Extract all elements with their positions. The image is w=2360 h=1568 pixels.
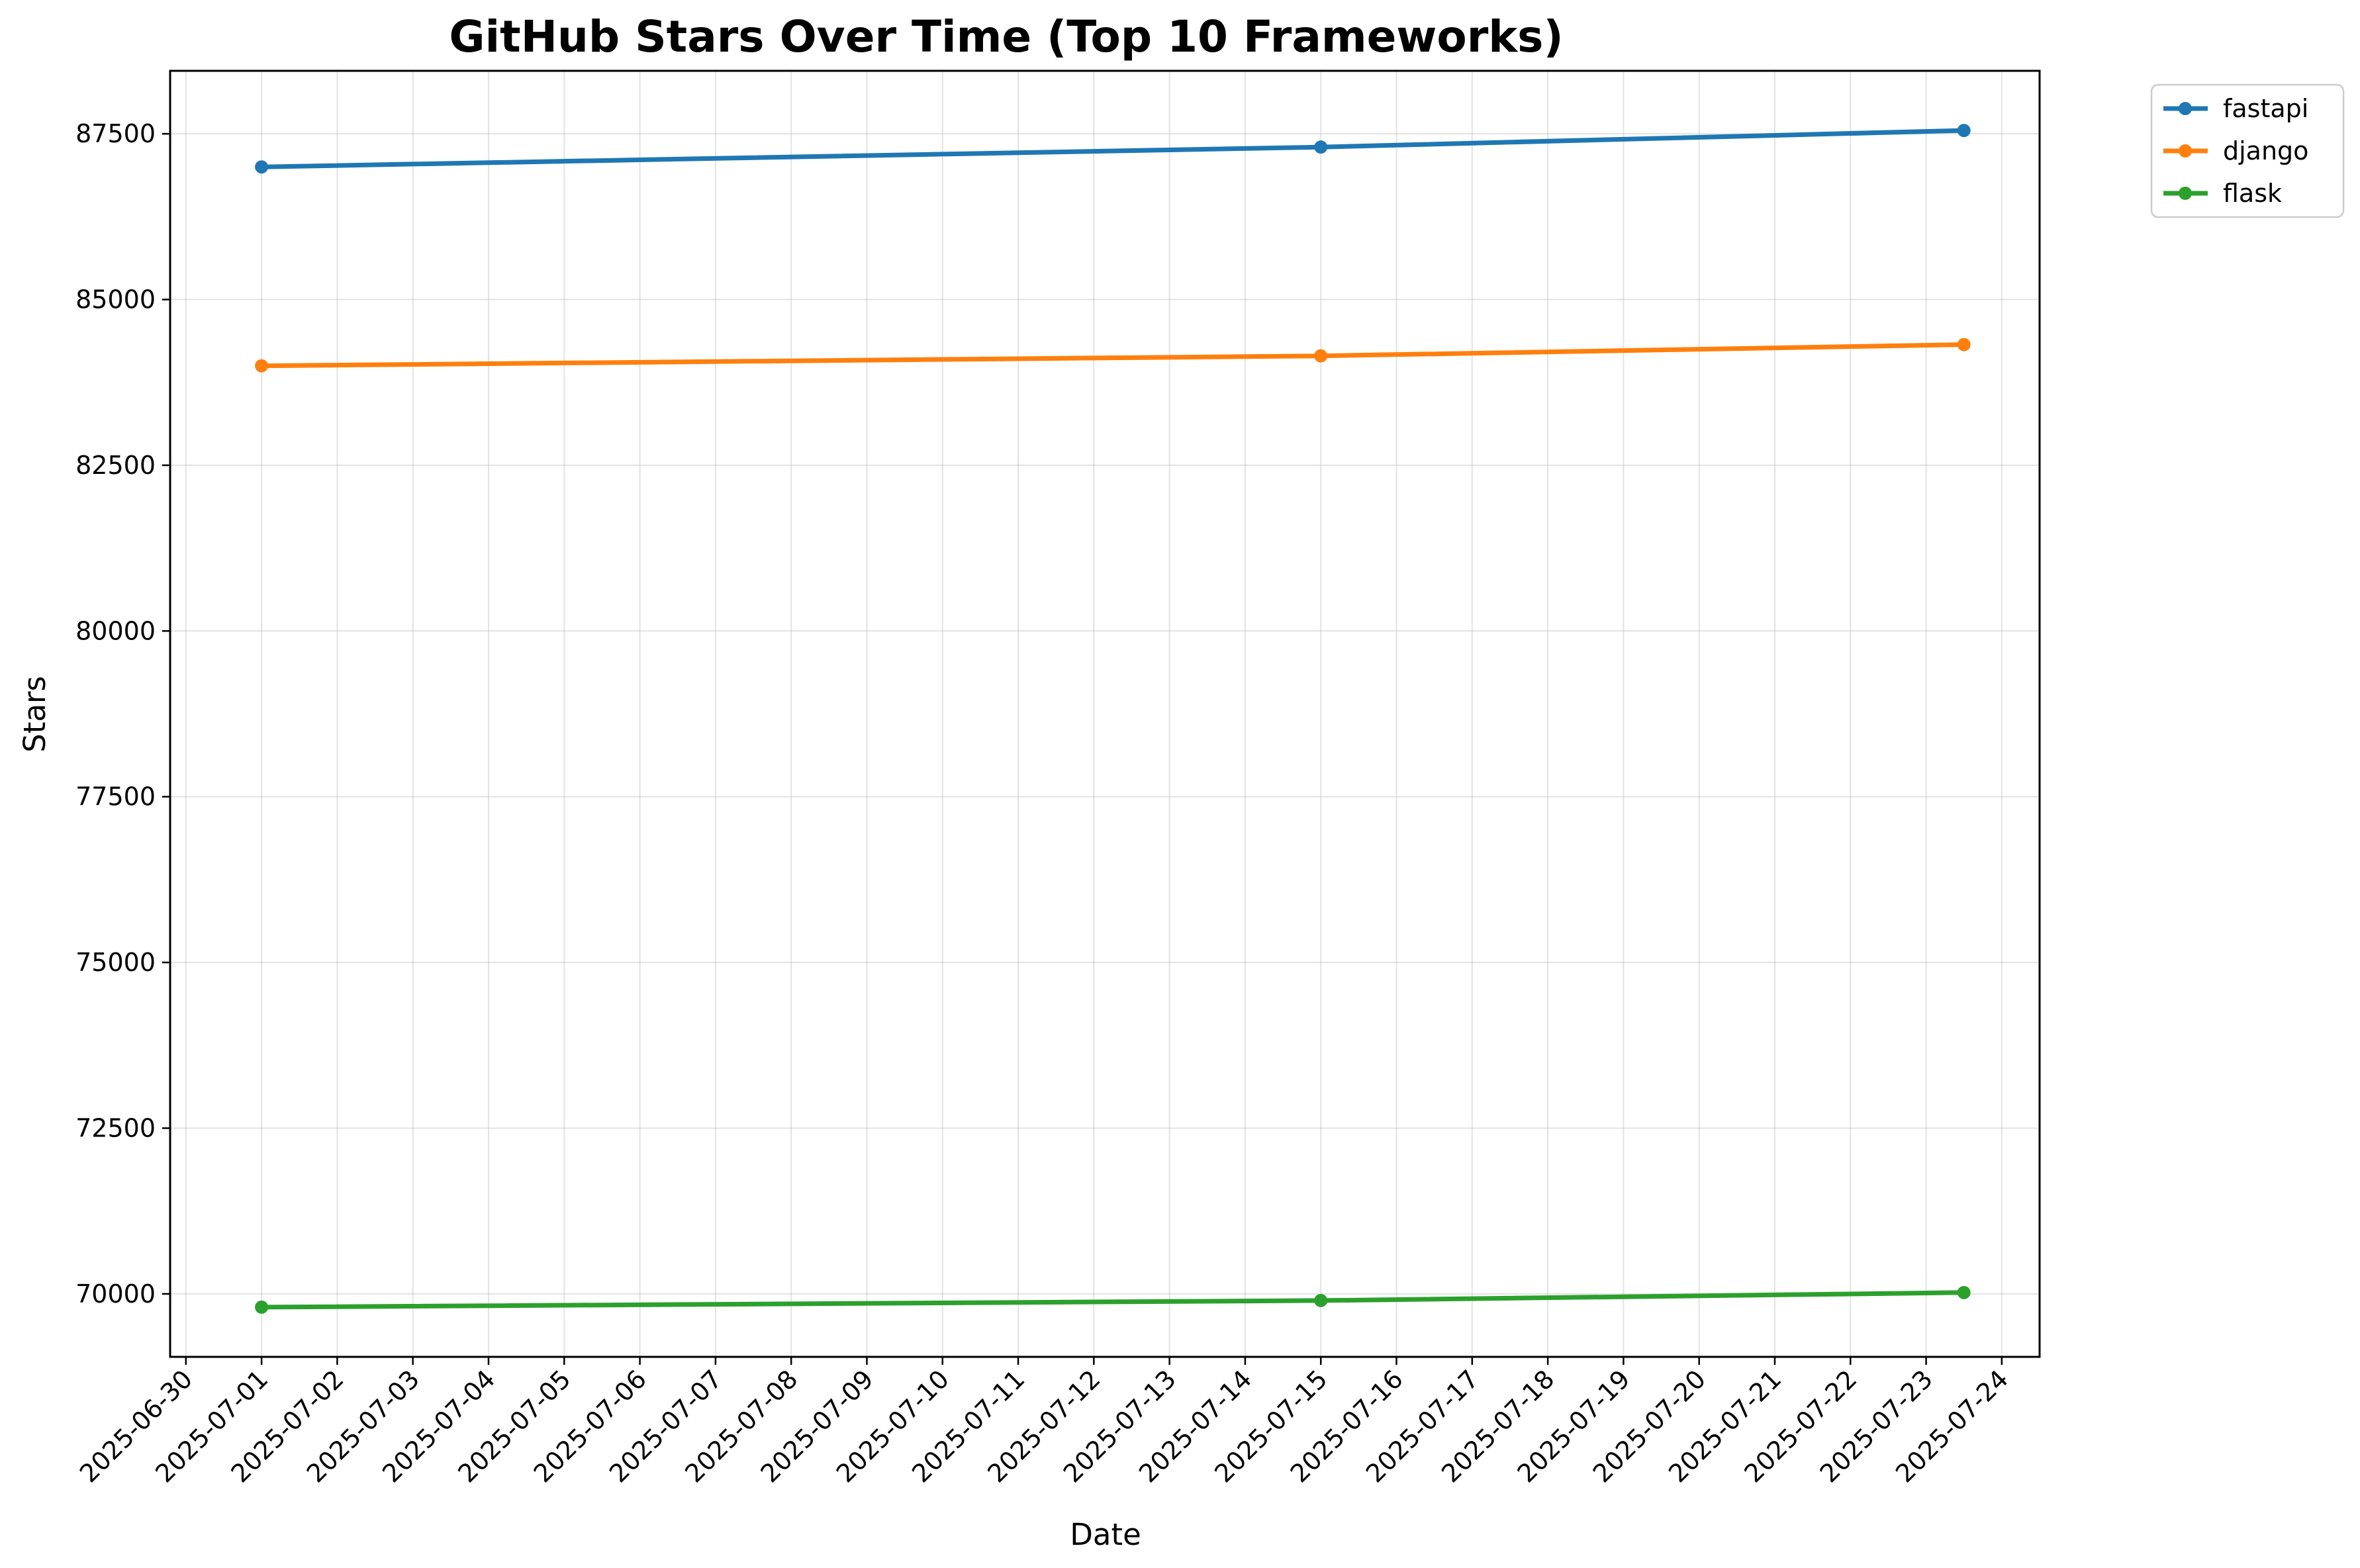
y-tick-label: 77500 bbox=[75, 782, 156, 811]
legend-entry-flask: flask bbox=[2163, 179, 2282, 208]
x-axis-label: Date bbox=[1070, 1517, 1141, 1552]
y-tick-label: 75000 bbox=[75, 948, 156, 977]
data-point-fastapi bbox=[1314, 140, 1328, 154]
series-flask bbox=[255, 1285, 1971, 1314]
data-point-django bbox=[1314, 349, 1328, 363]
series-layer bbox=[255, 124, 1971, 1314]
chart-title: GitHub Stars Over Time (Top 10 Framework… bbox=[449, 11, 1563, 62]
y-tick-label: 87500 bbox=[75, 119, 156, 148]
legend-marker-swatch bbox=[2179, 102, 2192, 115]
data-point-flask bbox=[1314, 1293, 1328, 1307]
legend-marker-swatch bbox=[2179, 144, 2192, 158]
y-tick-label: 72500 bbox=[75, 1113, 156, 1142]
y-tick-label: 80000 bbox=[75, 616, 156, 645]
legend-label: flask bbox=[2223, 179, 2282, 208]
plot-frame bbox=[169, 69, 2041, 1358]
y-axis-label: Stars bbox=[17, 676, 52, 753]
grid-lines bbox=[170, 71, 2040, 1357]
legend-marker-swatch bbox=[2179, 187, 2192, 200]
legend-entry-fastapi: fastapi bbox=[2163, 94, 2308, 123]
y-tick-label: 85000 bbox=[75, 285, 156, 314]
legend-entry-django: django bbox=[2163, 136, 2308, 165]
y-tick-label: 82500 bbox=[75, 451, 156, 480]
series-django bbox=[255, 338, 1971, 373]
y-axis: 70000 72500 75000 77500 80000 82500 85000 87500 bbox=[75, 119, 170, 1309]
data-point-fastapi bbox=[255, 160, 269, 174]
legend-frame bbox=[2150, 83, 2345, 218]
legend: fastapi django flask bbox=[2150, 83, 2345, 218]
legend-label: django bbox=[2223, 136, 2308, 165]
series-fastapi bbox=[255, 124, 1971, 174]
data-point-django bbox=[1957, 338, 1971, 351]
data-point-django bbox=[255, 359, 269, 373]
data-point-fastapi bbox=[1957, 124, 1971, 138]
y-tick-label: 70000 bbox=[75, 1279, 156, 1309]
data-point-flask bbox=[255, 1300, 269, 1314]
legend-label: fastapi bbox=[2223, 94, 2308, 123]
data-point-flask bbox=[1957, 1285, 1971, 1299]
